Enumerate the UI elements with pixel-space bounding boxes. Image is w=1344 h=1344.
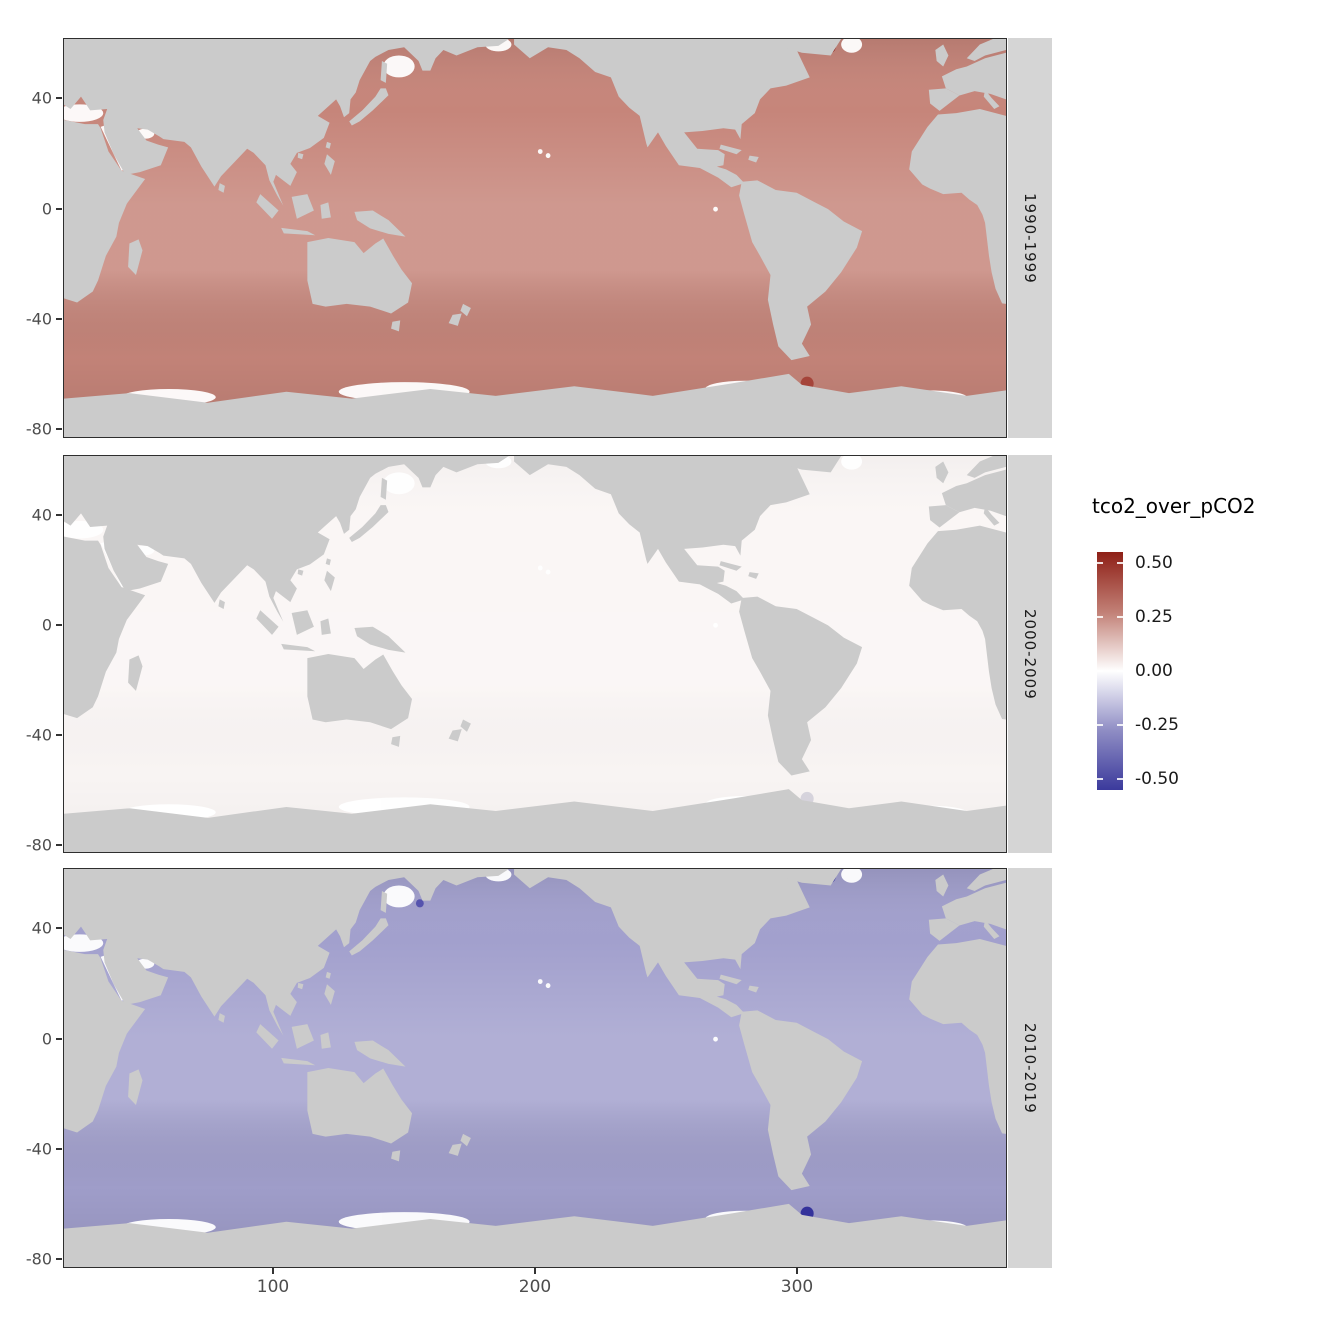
y-axis-tick (56, 734, 62, 736)
y-axis-label-0: 0 (41, 1029, 52, 1049)
x-axis-tick (272, 1268, 274, 1274)
colorbar-label-000: 0.00 (1135, 661, 1173, 681)
colorbar-tick (1117, 562, 1123, 564)
colorbar-tick (1097, 616, 1103, 618)
colorbar-tick (1117, 724, 1123, 726)
colorbar-tick (1097, 562, 1103, 564)
y-axis-tick (56, 97, 62, 99)
y-axis-label-0: 0 (41, 615, 52, 635)
y-axis-label-n40: -40 (25, 309, 52, 329)
x-axis-label-300: 300 (780, 1277, 814, 1297)
y-axis-tick (56, 624, 62, 626)
map-2010s (64, 869, 1006, 1267)
map-1990s (64, 39, 1006, 437)
y-axis-tick (56, 1038, 62, 1040)
extreme-spot-kuril (415, 899, 424, 908)
y-axis-label-n80: -80 (25, 1249, 52, 1269)
colorbar-tick (1117, 616, 1123, 618)
y-axis-label-40: 40 (31, 505, 52, 525)
map-panel-2000s (63, 455, 1007, 853)
y-axis-tick (56, 844, 62, 846)
y-axis-label-n40: -40 (25, 725, 52, 745)
y-axis-label-0: 0 (41, 199, 52, 219)
y-axis-tick (56, 428, 62, 430)
y-axis-tick (56, 1258, 62, 1260)
y-axis-label-40: 40 (31, 88, 52, 108)
colorbar-tick (1097, 724, 1103, 726)
colorbar-tick (1117, 670, 1123, 672)
facet-strip-2010s: 2010-2019 (1008, 868, 1052, 1268)
y-axis-tick (56, 208, 62, 210)
facet-label-1990s: 1990-1999 (1021, 192, 1039, 284)
colorbar-label-n050: -0.50 (1135, 769, 1179, 789)
y-axis-tick (56, 927, 62, 929)
colorbar-label-050: 0.50 (1135, 553, 1173, 573)
colorbar-tick (1097, 778, 1103, 780)
y-axis-label-40: 40 (31, 918, 52, 938)
x-axis-label-100: 100 (256, 1277, 290, 1297)
facet-label-2010s: 2010-2019 (1021, 1022, 1039, 1114)
colorbar-tick (1097, 670, 1103, 672)
x-axis-label-200: 200 (518, 1277, 552, 1297)
facet-label-2000s: 2000-2009 (1021, 608, 1039, 700)
y-axis-label-n40: -40 (25, 1139, 52, 1159)
map-panel-1990s (63, 38, 1007, 438)
colorbar-tick (1117, 778, 1123, 780)
y-axis-tick (56, 514, 62, 516)
x-axis-tick (534, 1268, 536, 1274)
map-panel-2010s (63, 868, 1007, 1268)
map-2000s (64, 456, 1006, 852)
legend-title: tco2_over_pCO2 (1092, 494, 1256, 518)
y-axis-tick (56, 318, 62, 320)
y-axis-label-n80: -80 (25, 835, 52, 855)
colorbar-label-n025: -0.25 (1135, 715, 1179, 735)
colorbar-label-025: 0.25 (1135, 607, 1173, 627)
y-axis-label-n80: -80 (25, 419, 52, 439)
x-axis-tick (796, 1268, 798, 1274)
facet-strip-2000s: 2000-2009 (1008, 455, 1052, 853)
facet-strip-1990s: 1990-1999 (1008, 38, 1052, 438)
y-axis-tick (56, 1148, 62, 1150)
